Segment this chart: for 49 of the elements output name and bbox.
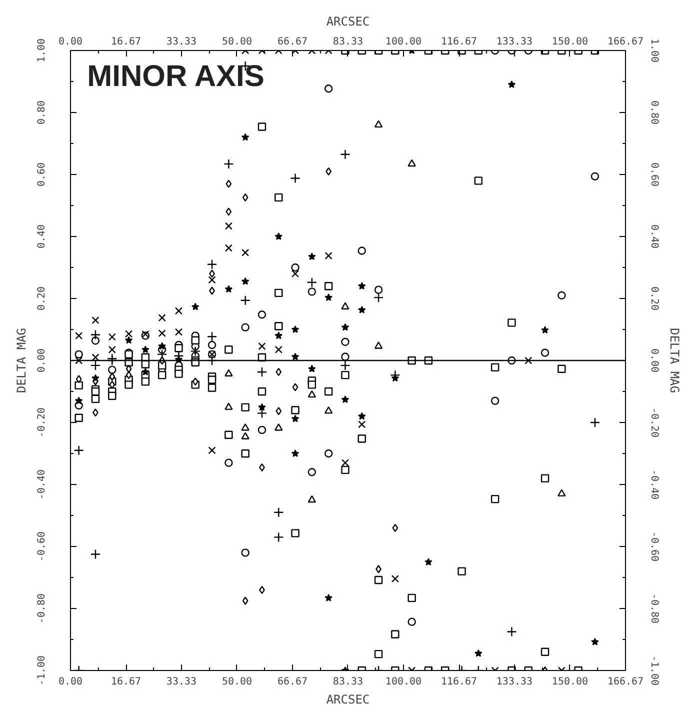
y2-axis-title: DELTA MAG — [668, 328, 682, 394]
y2-tick-label: 0.60 — [648, 162, 660, 187]
y2-tick-label: 0.00 — [648, 348, 660, 373]
y2-tick-label: -0.60 — [648, 531, 660, 562]
x2-tick-label: 116.67 — [440, 676, 478, 688]
x-tick-label: 166.67 — [607, 36, 644, 48]
y2-tick-label: 0.40 — [648, 224, 660, 249]
y-tick-label: 0.20 — [36, 286, 48, 311]
y2-tick-label: -1.00 — [648, 655, 660, 686]
x-tick-label: 16.67 — [110, 36, 142, 48]
y2-tick-label: -0.80 — [648, 593, 660, 624]
x-tick-label: 133.33 — [496, 36, 533, 48]
y2-tick-label: -0.40 — [648, 469, 660, 500]
x2-tick-label: 83.33 — [332, 676, 364, 688]
x-tick-label: 150.00 — [552, 36, 588, 48]
x-axis-title: ARCSEC — [326, 692, 370, 706]
x-tick-label: 50.00 — [222, 36, 252, 48]
y-tick-label: 0.40 — [36, 224, 48, 249]
x2-tick-label: 50.00 — [222, 676, 252, 688]
x2-tick-label: 133.33 — [496, 676, 533, 688]
x2-tick-label: 150.00 — [552, 676, 588, 688]
y-axis-title: DELTA MAG — [14, 328, 28, 394]
x2-tick-label: 0.00 — [58, 676, 83, 688]
y-tick-label: -0.40 — [36, 469, 48, 500]
y2-tick-label: -0.20 — [648, 407, 660, 438]
y-tick-label: -0.20 — [36, 407, 48, 438]
x-tick-label: 0.00 — [58, 36, 83, 48]
x2-tick-label: 166.67 — [607, 676, 644, 688]
x2-tick-label: 16.67 — [110, 676, 142, 688]
x-tick-label: 33.33 — [166, 36, 197, 48]
x-tick-label: 66.67 — [277, 36, 308, 48]
y-tick-label: 0.60 — [36, 162, 48, 187]
x2-axis-title: ARCSEC — [326, 14, 370, 28]
x2-tick-label: 100.00 — [385, 676, 422, 688]
x2-tick-label: 66.67 — [277, 676, 308, 688]
y2-tick-label: 1.00 — [648, 38, 660, 63]
y-tick-label: 1.00 — [36, 38, 48, 63]
x-tick-label: 116.67 — [440, 36, 478, 48]
y2-tick-label: 0.80 — [648, 100, 660, 125]
x2-tick-label: 33.33 — [166, 676, 197, 688]
x-tick-label: 83.33 — [332, 36, 364, 48]
x-tick-label: 100.00 — [385, 36, 422, 48]
chart-title: MINOR AXIS — [87, 60, 264, 93]
y2-tick-label: 0.20 — [648, 286, 660, 311]
y-tick-label: -1.00 — [36, 655, 48, 686]
y-tick-label: -0.80 — [36, 593, 48, 624]
y-tick-label: -0.60 — [36, 531, 48, 562]
y-tick-label: 0.00 — [36, 348, 48, 373]
y-tick-label: 0.80 — [36, 100, 48, 125]
